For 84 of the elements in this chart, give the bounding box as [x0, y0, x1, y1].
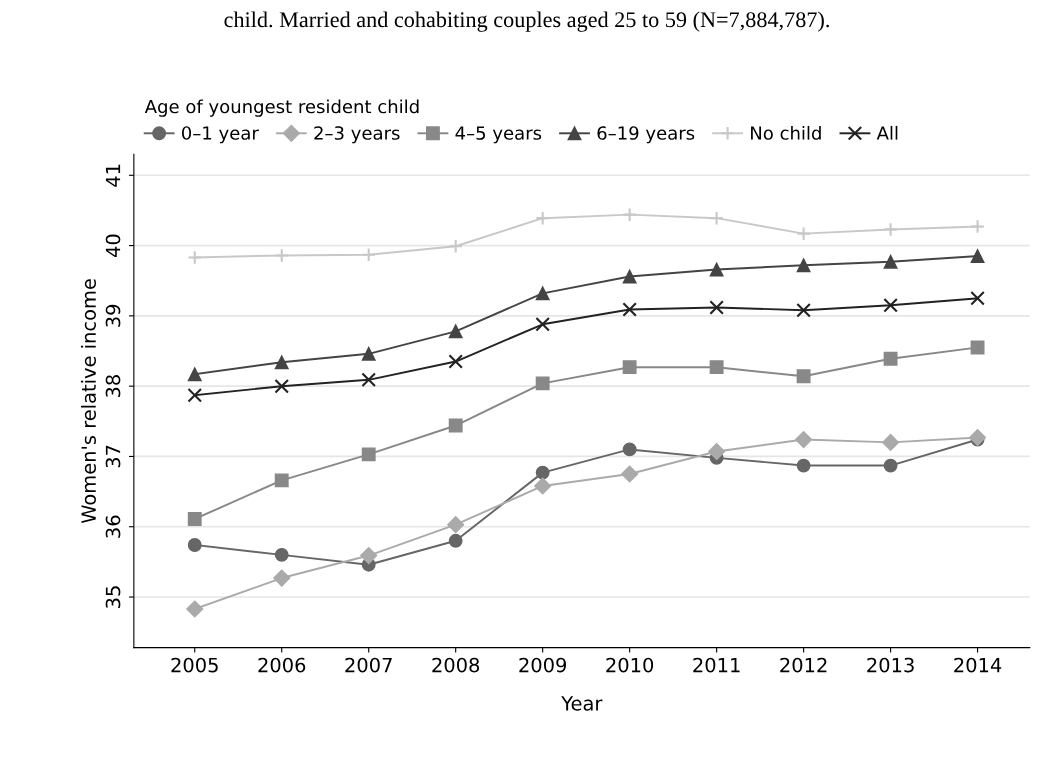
point	[360, 547, 378, 565]
point	[186, 600, 204, 618]
x-tick-label: 2014	[954, 657, 1002, 673]
point	[622, 360, 637, 375]
point	[273, 569, 291, 587]
point	[795, 431, 813, 449]
y-axis-title: Women's relative income	[80, 279, 96, 524]
point	[361, 346, 376, 361]
legend-label: 0–1 year	[181, 126, 259, 144]
point	[796, 226, 811, 241]
y-tick-label: 38	[105, 375, 121, 398]
point	[969, 428, 987, 447]
point	[709, 262, 724, 277]
x-tick-label: 2006	[258, 657, 306, 673]
point	[708, 442, 726, 461]
point	[883, 351, 898, 366]
x-tick-label: 2012	[780, 657, 827, 673]
x-tick-label: 2009	[519, 657, 567, 673]
point	[970, 291, 985, 306]
y-tick-label: 35	[105, 586, 121, 608]
x-tick-label: 2005	[171, 657, 218, 673]
y-tick-label: 41	[105, 164, 121, 187]
y-tick-label: 36	[105, 515, 121, 538]
point	[535, 210, 550, 226]
legend-title: Age of youngest resident child	[144, 99, 419, 117]
point	[883, 458, 898, 473]
point	[621, 465, 639, 483]
point	[187, 512, 202, 526]
y-tick-label: 40	[105, 234, 121, 257]
point	[448, 418, 463, 433]
x-tick-label: 2007	[345, 657, 392, 673]
point	[361, 372, 376, 388]
point	[709, 360, 724, 375]
point	[187, 250, 203, 265]
point	[274, 355, 289, 370]
point	[796, 369, 811, 384]
chart-title: child. Married and cohabiting couples aged 25 to 59 (N=7,884,787).	[224, 11, 829, 32]
point	[796, 458, 811, 473]
point	[709, 300, 724, 315]
point	[709, 210, 724, 226]
y-tick-label: 37	[105, 445, 121, 468]
point	[534, 477, 552, 495]
legend-label: No child	[751, 125, 821, 140]
point	[535, 376, 550, 391]
point	[535, 286, 550, 301]
point	[274, 473, 289, 488]
point	[448, 533, 463, 548]
point	[274, 547, 289, 562]
point	[883, 222, 898, 237]
point	[622, 207, 637, 222]
point	[882, 433, 900, 451]
point	[187, 388, 203, 403]
point	[535, 465, 550, 480]
point	[535, 317, 550, 332]
y-tick-label: 39	[105, 304, 121, 327]
legend-label: All	[876, 125, 898, 140]
point	[274, 378, 290, 394]
point	[622, 442, 637, 457]
point	[970, 340, 985, 355]
point	[883, 254, 898, 269]
x-tick-label: 2011	[693, 657, 740, 673]
point	[274, 248, 290, 263]
legend-label: 2–3 years	[314, 126, 400, 144]
point	[883, 298, 898, 313]
point	[448, 354, 463, 369]
x-axis-title: Year	[561, 696, 603, 711]
point	[622, 269, 637, 284]
x-tick-label: 2010	[606, 657, 654, 673]
point	[796, 258, 811, 273]
x-tick-label: 2013	[867, 657, 914, 673]
point	[361, 447, 376, 462]
point	[796, 302, 811, 318]
legend-label: 4–5 years	[455, 126, 542, 144]
point	[361, 247, 376, 263]
point	[187, 367, 202, 382]
point	[970, 249, 985, 264]
point	[448, 324, 463, 339]
point	[448, 238, 463, 254]
x-tick-label: 2008	[432, 657, 480, 673]
point	[622, 302, 637, 317]
legend-label: 6–19 years	[597, 126, 695, 144]
point	[187, 538, 202, 552]
point	[970, 219, 985, 234]
point	[447, 516, 465, 534]
